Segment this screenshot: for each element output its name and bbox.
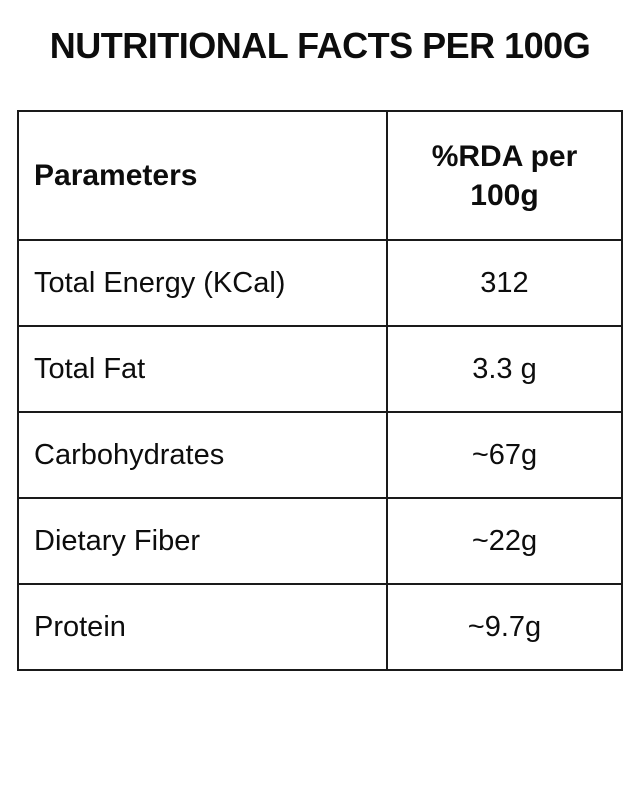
table-row: Carbohydrates ~67g [17, 411, 623, 499]
value-cell: ~9.7g [386, 583, 623, 671]
column-header-rda-label: %RDA per 100g [431, 139, 578, 212]
parameter-cell: Dietary Fiber [17, 497, 388, 585]
value-cell: ~22g [386, 497, 623, 585]
column-header-rda: %RDA per 100g [386, 110, 623, 241]
parameter-cell: Carbohydrates [17, 411, 388, 499]
table-row: Total Fat 3.3 g [17, 325, 623, 413]
table-row: Dietary Fiber ~22g [17, 497, 623, 585]
parameter-cell: Protein [17, 583, 388, 671]
parameter-cell: Total Energy (KCal) [17, 239, 388, 327]
parameter-cell: Total Fat [17, 325, 388, 413]
value-cell: 3.3 g [386, 325, 623, 413]
table-header-row: Parameters %RDA per 100g [17, 110, 623, 241]
table-row: Protein ~9.7g [17, 583, 623, 671]
value-cell: ~67g [386, 411, 623, 499]
nutrition-facts-table: Parameters %RDA per 100g Total Energy (K… [17, 110, 623, 671]
value-cell: 312 [386, 239, 623, 327]
page-title: NUTRITIONAL FACTS PER 100G [49, 25, 591, 66]
table-row: Total Energy (KCal) 312 [17, 239, 623, 327]
column-header-parameters: Parameters [17, 110, 388, 241]
